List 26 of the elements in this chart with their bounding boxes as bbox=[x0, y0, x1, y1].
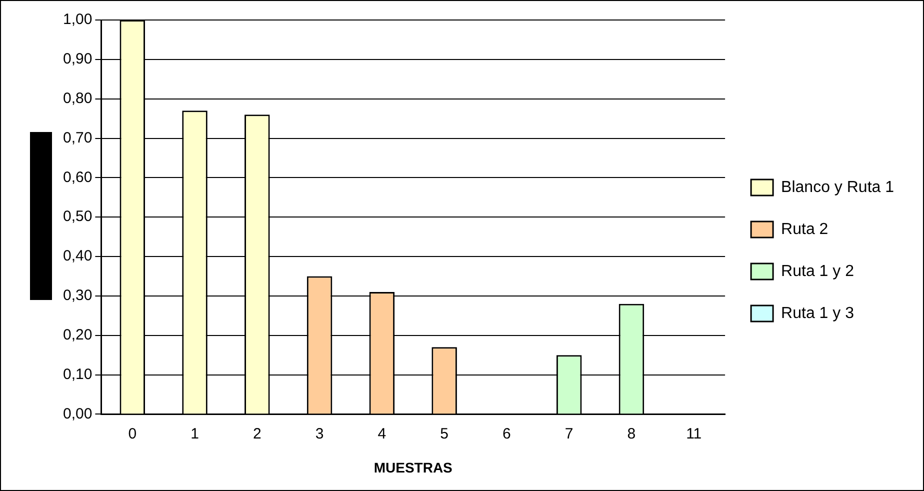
x-tick-label: 0 bbox=[128, 425, 137, 442]
x-tick-label: 2 bbox=[252, 425, 262, 442]
x-tick-label: 3 bbox=[315, 425, 324, 442]
y-tick-label: 1,00 bbox=[62, 11, 92, 28]
x-tick-label: 6 bbox=[502, 425, 511, 442]
y-tick-label: 0,00 bbox=[62, 405, 92, 422]
legend-label: Ruta 2 bbox=[781, 220, 828, 238]
legend-label: Blanco y Ruta 1 bbox=[781, 178, 894, 196]
x-axis-title: MUESTRAS bbox=[374, 459, 452, 476]
y-tick-label: 0,90 bbox=[62, 50, 92, 68]
x-tick-label: 1 bbox=[190, 425, 199, 442]
x-tick-label: 4 bbox=[378, 425, 386, 442]
x-tick-label: 7 bbox=[564, 425, 574, 442]
y-tick-label: 0,30 bbox=[62, 287, 92, 304]
y-tick-label: 0,10 bbox=[62, 366, 92, 383]
x-tick-label: 8 bbox=[627, 425, 636, 442]
x-tick-label: 5 bbox=[440, 425, 448, 442]
y-tick-label: 0,20 bbox=[62, 326, 92, 344]
legend-label: Ruta 1 y 2 bbox=[781, 262, 854, 280]
y-tick-label: 0,50 bbox=[62, 208, 92, 226]
y-tick-label: 0,60 bbox=[62, 168, 92, 186]
x-tick-label: 11 bbox=[686, 425, 702, 442]
legend-label: Ruta 1 y 3 bbox=[781, 304, 854, 322]
y-tick-label: 0,70 bbox=[62, 129, 92, 146]
y-tick-label: 0,80 bbox=[62, 90, 92, 107]
y-tick-label: 0,40 bbox=[62, 248, 92, 265]
